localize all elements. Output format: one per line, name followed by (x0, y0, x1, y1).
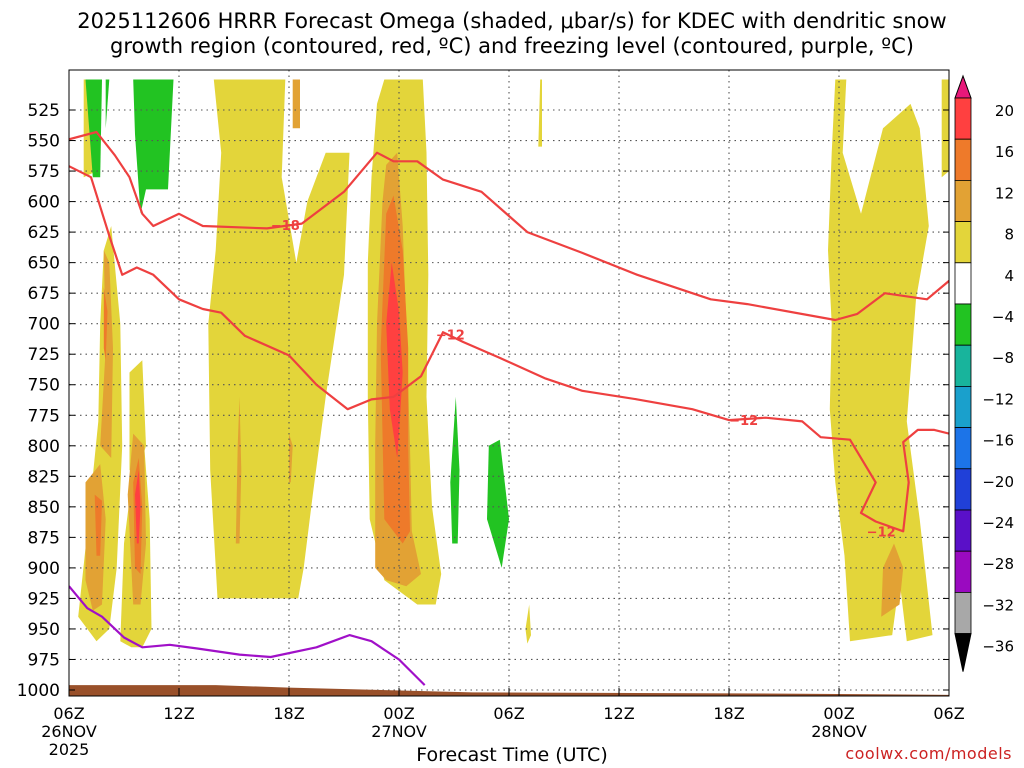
colorbar-label-13: −36 (982, 638, 1014, 656)
y-tick-label-8: 725 (28, 345, 60, 365)
contour-line-1 (69, 165, 949, 533)
colorbar-band-8 (954, 427, 972, 470)
y-tick-label-15: 900 (28, 559, 60, 579)
chart-title: 2025112606 HRRR Forecast Omega (shaded, … (77, 9, 947, 33)
chart-subtitle: growth region (contoured, red, ºC) and f… (110, 34, 914, 58)
contour-label-2: −12 (729, 414, 758, 429)
contour-labels: −18 −12 −12 −12 (271, 219, 896, 540)
y-axis: 525 550 575 600 625 650 675 700 725 750 775 800 825 8… (17, 101, 949, 701)
colorbar-band-3 (954, 221, 972, 264)
x-tick-label-7: 00Z (823, 704, 854, 723)
omega-region-25 (105, 79, 110, 129)
colorbar-label-7: −12 (982, 390, 1014, 408)
colorbar-band-10 (954, 509, 972, 552)
contours (69, 130, 949, 686)
omega-region-6 (538, 79, 542, 147)
omega-region-23 (135, 470, 141, 544)
omega-region-17 (881, 543, 904, 617)
x-axis-title: Forecast Time (UTC) (416, 744, 608, 766)
credit-label: coolwx.com/models (845, 744, 1012, 763)
colorbar-label-4: 4 (1004, 267, 1014, 285)
omega-region-19 (94, 494, 102, 556)
colorbar-band-5 (954, 303, 972, 346)
y-tick-label-0: 525 (28, 101, 60, 121)
y-tick-label-6: 675 (28, 284, 60, 304)
x-date-label-0: 26NOV (41, 722, 97, 741)
omega-region-28 (487, 439, 509, 568)
colorbar-band-12 (954, 592, 972, 635)
colorbar-label-9: −20 (982, 473, 1014, 491)
colorbar: 20 16 12 8 4 −4 −8 −12 −16 −20 −24 −28 −32 −36 (954, 74, 1014, 672)
x-tick-label-0: 06Z (53, 704, 84, 723)
colorbar-top-arrow (954, 74, 972, 99)
y-tick-label-13: 850 (28, 498, 60, 518)
x-tick-label-5: 12Z (603, 704, 634, 723)
contour-label-3: −12 (867, 525, 896, 540)
colorbar-label-1: 16 (995, 143, 1014, 161)
colorbar-label-11: −28 (982, 555, 1014, 573)
x-tick-label-6: 18Z (713, 704, 744, 723)
omega-region-24 (85, 79, 102, 178)
y-tick-label-18: 975 (28, 650, 60, 670)
x-tick-label-8: 06Z (933, 704, 964, 723)
colorbar-label-5: −4 (992, 308, 1014, 326)
colorbar-label-12: −32 (982, 596, 1014, 614)
y-tick-label-14: 875 (28, 528, 60, 548)
x-tick-label-2: 18Z (273, 704, 304, 723)
omega-region-8 (828, 79, 933, 642)
colorbar-bottom-arrow (954, 633, 972, 672)
colorbar-label-10: −24 (982, 514, 1014, 532)
y-tick-label-1: 550 (28, 132, 60, 152)
contour-label-0: −18 (271, 219, 300, 234)
colorbar-band-0 (954, 97, 972, 140)
y-tick-label-11: 800 (28, 437, 60, 457)
y-tick-label-4: 625 (28, 223, 60, 243)
contour-label-1: −12 (436, 329, 465, 344)
colorbar-band-11 (954, 550, 972, 593)
grid (69, 70, 949, 696)
x-tick-label-3: 00Z (383, 704, 414, 723)
x-tick-label-4: 06Z (493, 704, 524, 723)
colorbar-band-4 (954, 262, 972, 305)
omega-shading (78, 79, 949, 648)
omega-region-10 (292, 79, 300, 129)
y-tick-label-12: 825 (28, 467, 60, 487)
colorbar-label-8: −16 (982, 432, 1014, 450)
colorbar-band-1 (954, 138, 972, 181)
omega-region-11 (100, 250, 113, 458)
omega-region-21 (103, 287, 108, 361)
colorbar-label-3: 8 (1004, 226, 1014, 244)
y-tick-label-2: 575 (28, 162, 60, 182)
x-tick-label-1: 12Z (163, 704, 194, 723)
x-year-label-0: 2025 (49, 740, 90, 759)
omega-region-27 (450, 396, 460, 544)
y-tick-label-10: 775 (28, 406, 60, 426)
x-date-label-3: 27NOV (371, 722, 427, 741)
contour-line-4 (69, 585, 426, 686)
colorbar-label-6: −8 (992, 349, 1014, 367)
colorbar-band-9 (954, 468, 972, 511)
y-tick-label-7: 700 (28, 315, 60, 335)
colorbar-label-2: 12 (995, 184, 1014, 202)
colorbar-label-0: 20 (995, 102, 1014, 120)
omega-region-26 (133, 79, 174, 214)
y-tick-label-9: 750 (28, 376, 60, 396)
y-tick-label-5: 650 (28, 254, 60, 274)
colorbar-band-2 (954, 179, 972, 222)
colorbar-band-7 (954, 385, 972, 428)
y-tick-label-16: 925 (28, 589, 60, 609)
y-tick-label-19: 1000 (17, 681, 60, 701)
x-date-label-7: 28NOV (811, 722, 867, 741)
omega-region-7 (525, 604, 531, 644)
omega-region-9 (941, 79, 949, 178)
omega-region-4 (208, 79, 350, 599)
omega-region-22 (386, 262, 403, 458)
colorbar-band-6 (954, 344, 972, 387)
y-tick-label-17: 950 (28, 620, 60, 640)
y-tick-label-3: 600 (28, 193, 60, 213)
contour-line-0 (69, 130, 949, 322)
